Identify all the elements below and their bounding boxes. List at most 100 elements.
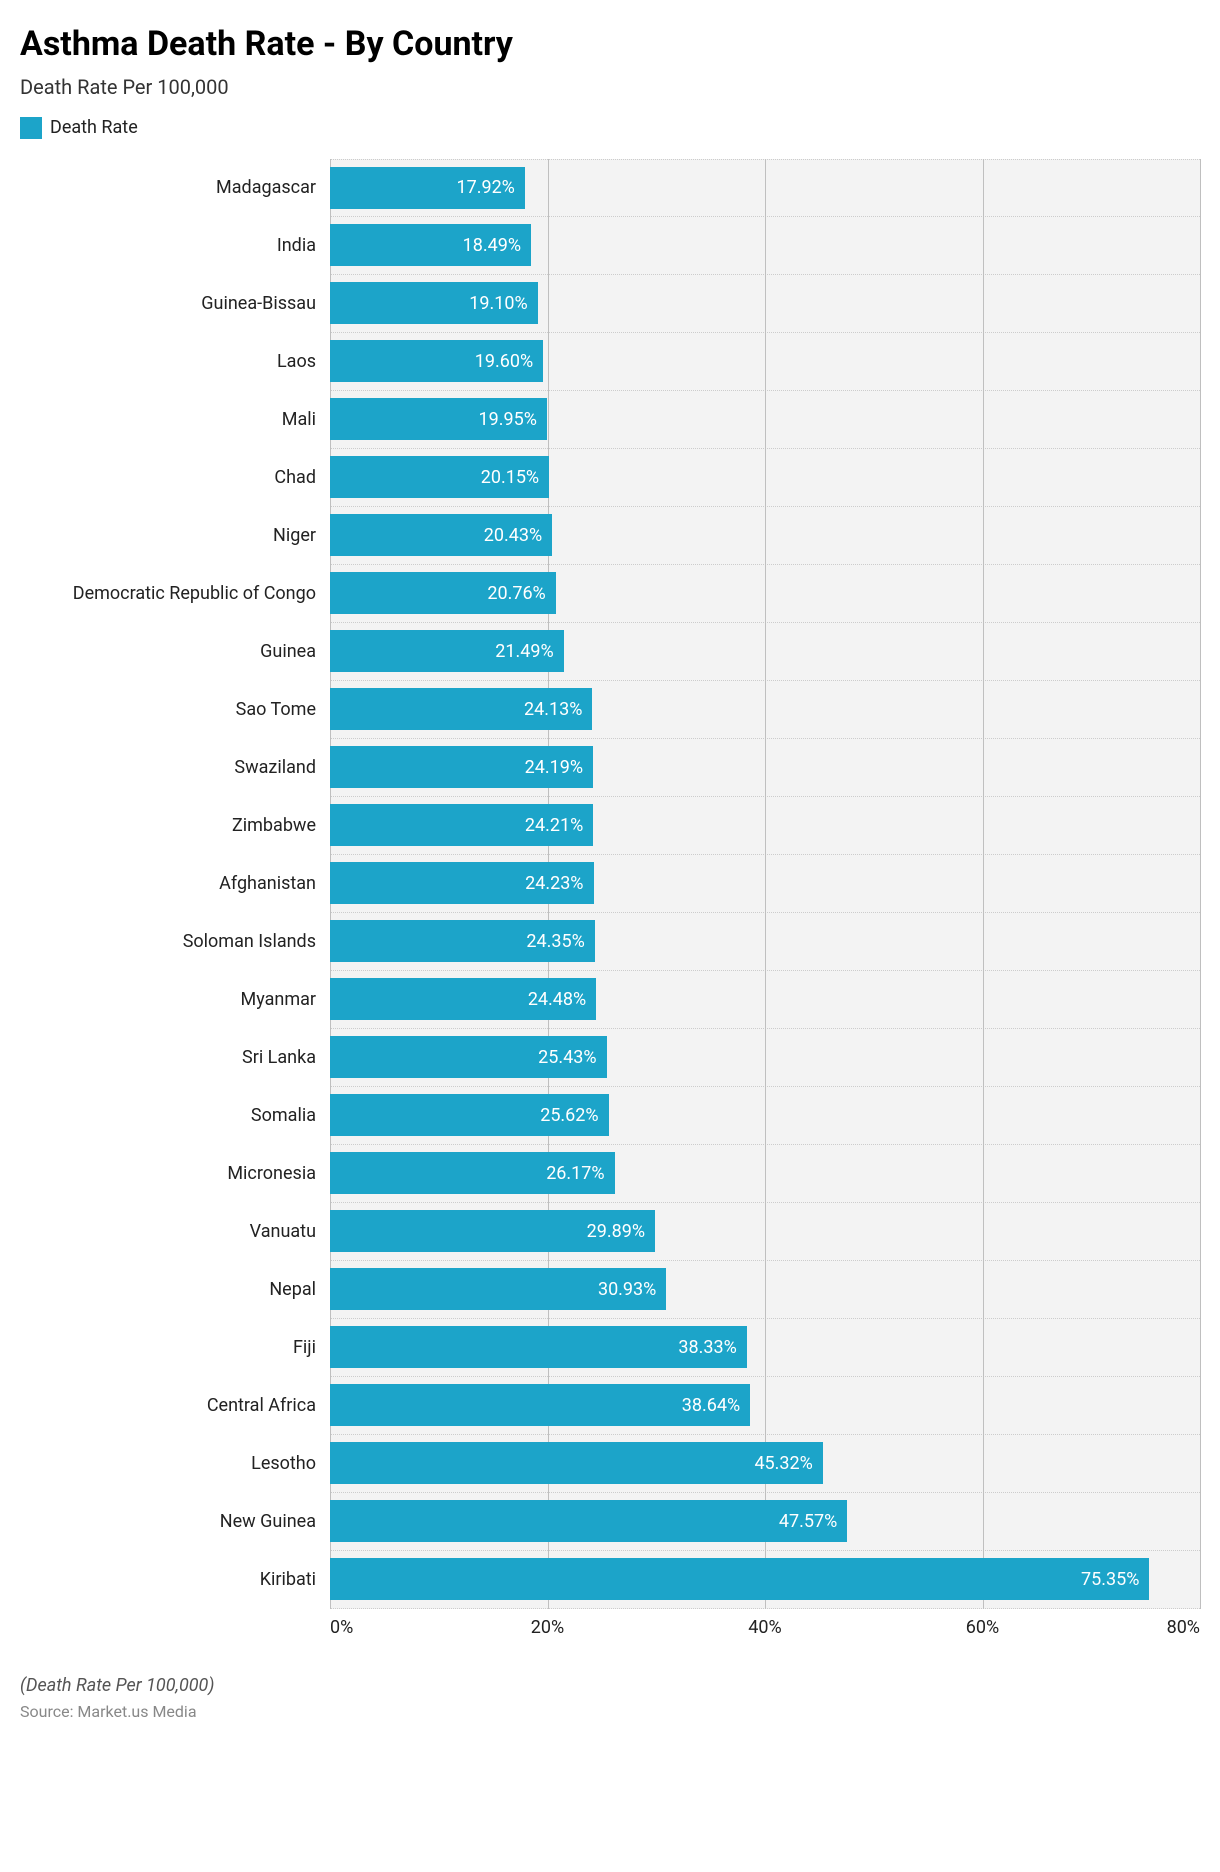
bar: 20.43% [330, 514, 552, 556]
plot-cell: 24.23% [330, 855, 1200, 913]
plot-cell: 26.17% [330, 1145, 1200, 1203]
gridline [765, 1144, 766, 1203]
x-tick-label: 40% [748, 1617, 781, 1638]
gridline [548, 332, 549, 391]
gridline [983, 506, 984, 565]
bar: 20.76% [330, 572, 556, 614]
bar: 20.15% [330, 456, 549, 498]
gridline [765, 854, 766, 913]
category-label: Micronesia [20, 1145, 330, 1203]
gridline [983, 1434, 984, 1493]
plot-cell: 20.76% [330, 565, 1200, 623]
gridline [983, 1318, 984, 1377]
bar: 30.93% [330, 1268, 666, 1310]
chart-row: Democratic Republic of Congo20.76% [20, 565, 1200, 623]
plot-cell: 20.15% [330, 449, 1200, 507]
category-label: Swaziland [20, 739, 330, 797]
gridline [983, 1376, 984, 1435]
category-label: Nepal [20, 1261, 330, 1319]
chart-row: Mali19.95% [20, 391, 1200, 449]
plot-cell: 38.33% [330, 1319, 1200, 1377]
legend-swatch [20, 117, 42, 139]
gridline [983, 622, 984, 681]
legend-label: Death Rate [50, 117, 138, 138]
gridline [765, 1318, 766, 1377]
gridline [1200, 680, 1201, 739]
bar: 24.23% [330, 862, 594, 904]
gridline [1200, 564, 1201, 623]
gridline [1200, 1202, 1201, 1261]
chart-container: Asthma Death Rate - By Country Death Rat… [0, 0, 1220, 1741]
bar: 47.57% [330, 1500, 847, 1542]
category-label: Fiji [20, 1319, 330, 1377]
gridline [765, 1086, 766, 1145]
bar: 24.35% [330, 920, 595, 962]
gridline [765, 216, 766, 275]
gridline [983, 854, 984, 913]
plot-cell: 21.49% [330, 623, 1200, 681]
bar: 25.62% [330, 1094, 609, 1136]
bar-value: 24.23% [525, 873, 583, 894]
bar-value: 25.43% [538, 1047, 596, 1068]
gridline [983, 448, 984, 507]
plot-cell: 45.32% [330, 1435, 1200, 1493]
bar-value: 25.62% [540, 1105, 598, 1126]
category-label: Sao Tome [20, 681, 330, 739]
category-label: Zimbabwe [20, 797, 330, 855]
bar: 25.43% [330, 1036, 607, 1078]
bar: 19.95% [330, 398, 547, 440]
gridline [548, 274, 549, 333]
category-label: Myanmar [20, 971, 330, 1029]
plot-cell: 25.43% [330, 1029, 1200, 1087]
bar: 24.21% [330, 804, 593, 846]
bar-value: 20.15% [481, 467, 539, 488]
gridline [1200, 332, 1201, 391]
gridline [765, 390, 766, 449]
plot-cell: 29.89% [330, 1203, 1200, 1261]
chart-row: Afghanistan24.23% [20, 855, 1200, 913]
legend: Death Rate [20, 117, 1200, 139]
chart-subtitle: Death Rate Per 100,000 [20, 75, 1200, 99]
plot-cell: 17.92% [330, 159, 1200, 217]
plot-cell: 19.10% [330, 275, 1200, 333]
gridline [983, 1144, 984, 1203]
chart-row: Somalia25.62% [20, 1087, 1200, 1145]
gridline [1200, 1550, 1201, 1609]
bar: 17.92% [330, 167, 525, 209]
bar: 24.19% [330, 746, 593, 788]
gridline [983, 1086, 984, 1145]
gridline [1200, 970, 1201, 1029]
category-label: New Guinea [20, 1493, 330, 1551]
bar-value: 21.49% [495, 641, 553, 662]
gridline [1200, 1028, 1201, 1087]
plot-cell: 19.95% [330, 391, 1200, 449]
bar-value: 19.95% [479, 409, 537, 430]
gridline [765, 738, 766, 797]
gridline [765, 506, 766, 565]
chart-row: New Guinea47.57% [20, 1493, 1200, 1551]
gridline [983, 1492, 984, 1551]
gridline [548, 390, 549, 449]
bar: 19.10% [330, 282, 538, 324]
bar-value: 18.49% [463, 235, 521, 256]
gridline [983, 970, 984, 1029]
bar: 75.35% [330, 1558, 1149, 1600]
gridline [1200, 622, 1201, 681]
gridline [983, 1260, 984, 1319]
gridline [983, 159, 984, 217]
bar-chart: Madagascar17.92%India18.49%Guinea-Bissau… [20, 159, 1200, 1645]
chart-row: Guinea-Bissau19.10% [20, 275, 1200, 333]
chart-row: Niger20.43% [20, 507, 1200, 565]
chart-row: Zimbabwe24.21% [20, 797, 1200, 855]
bar: 38.64% [330, 1384, 750, 1426]
x-axis: 0%20%40%60%80% [20, 1609, 1200, 1645]
plot-cell: 18.49% [330, 217, 1200, 275]
gridline [1200, 796, 1201, 855]
gridline [765, 796, 766, 855]
gridline [1200, 1260, 1201, 1319]
gridline [1200, 1086, 1201, 1145]
bar-value: 17.92% [456, 177, 514, 198]
category-label: Central Africa [20, 1377, 330, 1435]
chart-footer: (Death Rate Per 100,000) Source: Market.… [20, 1675, 1200, 1721]
gridline [983, 390, 984, 449]
